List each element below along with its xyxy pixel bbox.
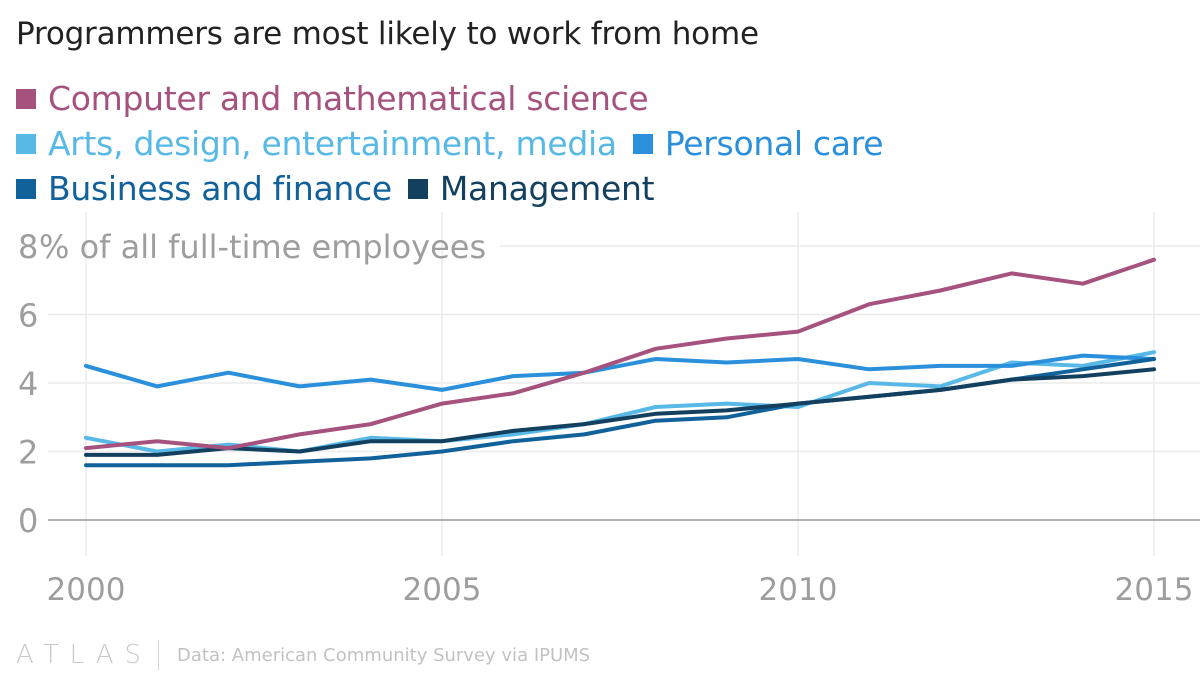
y-axis-label: % of all full-time employees xyxy=(39,228,486,266)
legend-item-management: Management xyxy=(407,169,655,208)
series-line-personal-care xyxy=(84,353,1156,392)
legend-label: Arts, design, entertainment, media xyxy=(48,124,617,163)
legend-item-business-finance: Business and finance xyxy=(16,169,392,208)
legend-item-personal-care: Personal care xyxy=(632,124,884,163)
legend-label: Business and finance xyxy=(48,169,392,208)
legend-swatch xyxy=(16,133,36,154)
x-tick-label: 2005 xyxy=(403,572,482,608)
y-tick-label: 4 xyxy=(18,365,38,403)
legend-item-computer-math: Computer and mathematical science xyxy=(16,79,649,118)
y-tick-label: 0 xyxy=(18,502,38,540)
x-tick-label: 2010 xyxy=(759,572,838,608)
footer: ATLAS Data: American Community Survey vi… xyxy=(16,640,590,670)
footer-divider xyxy=(158,640,160,670)
legend-swatch xyxy=(16,88,36,109)
y-tick-label: 6 xyxy=(18,297,38,335)
legend-swatch xyxy=(632,133,653,154)
series-line-management xyxy=(84,367,1156,457)
legend-row: Arts, design, entertainment, media Perso… xyxy=(16,121,1196,166)
legend-label: Computer and mathematical science xyxy=(48,79,649,118)
y-tick-label: 2 xyxy=(18,434,38,472)
source-note: Data: American Community Survey via IPUM… xyxy=(177,644,591,666)
y-tick-label: 8 xyxy=(18,228,38,266)
legend-swatch xyxy=(407,178,428,199)
chart-title: Programmers are most likely to work from… xyxy=(16,16,759,52)
legend-label: Personal care xyxy=(664,124,884,163)
atlas-logo: ATLAS xyxy=(16,640,153,670)
x-tick-label: 2000 xyxy=(47,572,126,608)
legend: Computer and mathematical science Arts, … xyxy=(16,76,1196,211)
legend-row: Computer and mathematical science xyxy=(16,76,1196,121)
x-tick-label: 2015 xyxy=(1115,572,1194,608)
legend-label: Management xyxy=(439,169,655,208)
legend-item-arts-design: Arts, design, entertainment, media xyxy=(16,124,617,163)
legend-swatch xyxy=(16,178,36,199)
series-line-computer-and-mathematical-science xyxy=(84,257,1156,451)
legend-row: Business and finance Management xyxy=(16,166,1196,211)
